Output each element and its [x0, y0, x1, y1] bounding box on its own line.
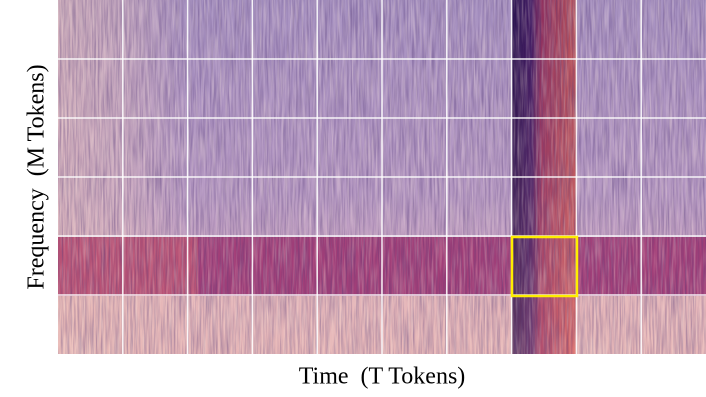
token-grid: [58, 0, 706, 354]
x-axis-label: Time (T Tokens): [299, 364, 466, 390]
selected-token: [510, 235, 579, 298]
y-axis-label: Frequency (M Tokens): [24, 64, 50, 289]
